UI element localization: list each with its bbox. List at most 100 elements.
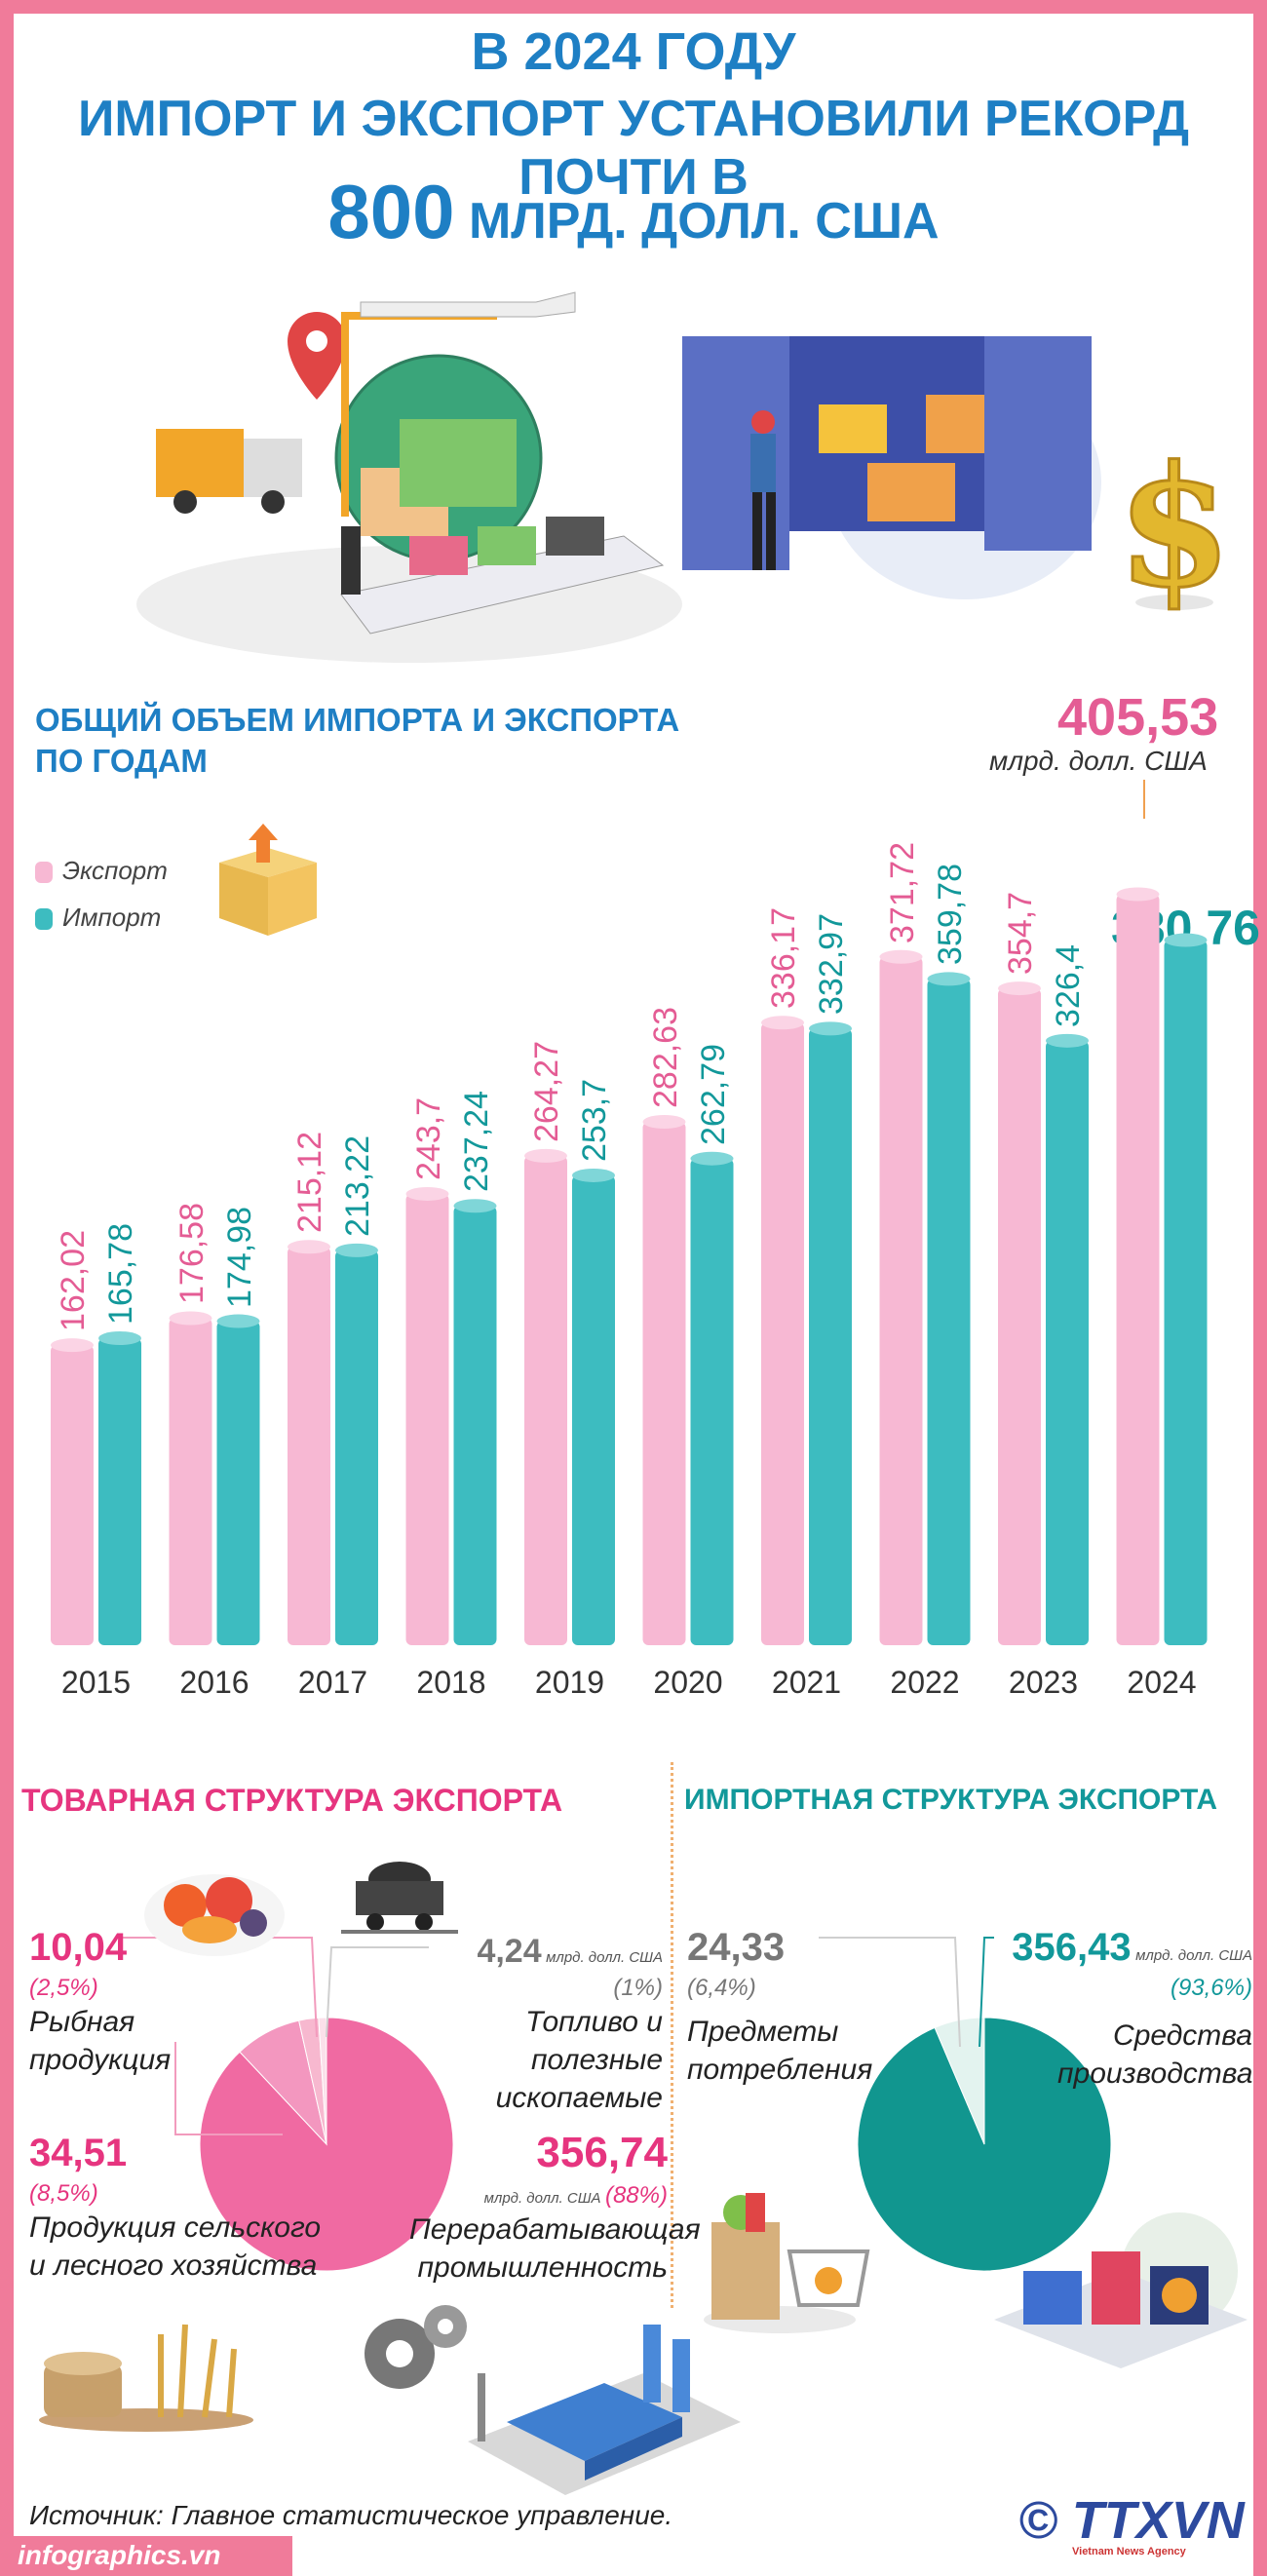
svg-text:$: $: [1121, 439, 1228, 614]
legend-import-swatch: [35, 908, 53, 931]
export-bar-cap-2017: [288, 1240, 330, 1254]
import-value-label-2015: 165,78: [102, 1223, 139, 1326]
chart-title-line1: ОБЩИЙ ОБЪЕМ ИМПОРТА И ЭКСПОРТА: [35, 702, 680, 738]
export-bar-2018: [405, 1193, 449, 1645]
import-bar-cap-2018: [453, 1199, 497, 1213]
export-fish-label: Рыбная продукция: [29, 2006, 172, 2077]
agency-logo: © TTXVN: [1018, 2491, 1245, 2550]
import-bar-2017: [335, 1250, 378, 1645]
export-fish-value: 10,04: [29, 1926, 128, 1969]
highlight-pointer: [1143, 780, 1145, 819]
highlight-export-value: 405,53: [1057, 688, 1219, 747]
import-production-value: 356,43: [1012, 1926, 1132, 1969]
import-connectors: [819, 1937, 994, 2048]
export-manufacturing-value: 356,74: [536, 2129, 668, 2176]
export-fuel-value: 4,24: [477, 1933, 542, 1970]
year-label-2017: 2017: [297, 1665, 368, 1700]
import-bar-2016: [216, 1321, 260, 1645]
import-bar-cap-2022: [927, 972, 971, 986]
legend-export: Экспорт: [35, 856, 168, 886]
export-fish-pct: (2,5%): [29, 1975, 98, 2001]
import-bar-2018: [453, 1206, 497, 1645]
year-label-2022: 2022: [890, 1665, 960, 1700]
chart-title: ОБЩИЙ ОБЪЕМ ИМПОРТА И ЭКСПОРТА ПО ГОДАМ: [35, 700, 679, 782]
import-value-label-2019: 253,7: [576, 1078, 613, 1162]
import-bar-2024: [1164, 940, 1208, 1645]
import-value-label-2022: 359,78: [931, 864, 969, 966]
site-link[interactable]: infographics.vn: [18, 2540, 221, 2570]
import-value-label-2023: 326,4: [1050, 943, 1087, 1027]
export-value-label-2023: 354,7: [1002, 891, 1039, 976]
export-bar-2017: [288, 1247, 330, 1645]
export-bar-cap-2023: [998, 981, 1041, 996]
agency-name: Vietnam News Agency: [1072, 2546, 1186, 2557]
export-agri-pct: (8,5%): [29, 2180, 98, 2207]
export-bar-cap-2022: [879, 949, 923, 964]
machinery-icon: [994, 2212, 1248, 2368]
import-bar-cap-2017: [335, 1243, 378, 1257]
factory-icon: [468, 2325, 741, 2495]
import-value-label-2017: 213,22: [339, 1134, 376, 1237]
export-fish: 10,04 (2,5%) Рыбная продукция: [29, 1922, 224, 2079]
year-label-2023: 2023: [1008, 1665, 1079, 1700]
year-label-2015: 2015: [60, 1665, 132, 1700]
import-bar-cap-2015: [98, 1331, 141, 1346]
headline-line3: 800 МЛРД. ДОЛЛ. США: [0, 168, 1267, 256]
import-value-label-2020: 262,79: [694, 1043, 732, 1145]
year-label-2016: 2016: [179, 1665, 250, 1700]
export-bar-2023: [998, 988, 1041, 1645]
export-fuel: 4,24 млрд. долл. США (1%) Топливо и поле…: [429, 1930, 663, 2117]
export-bar-cap-2015: [51, 1338, 94, 1353]
export-agri: 34,51 (8,5%) Продукция сельского и лесно…: [29, 2128, 322, 2285]
import-bar-2022: [927, 979, 971, 1645]
logistics-illustration: [136, 291, 682, 663]
export-pie-chart: [199, 2017, 454, 2272]
export-value-label-2016: 176,58: [173, 1203, 211, 1305]
headline-number: 800: [327, 169, 455, 254]
headline-unit: МЛРД. ДОЛЛ. США: [454, 193, 940, 250]
dollar-icon: $: [1121, 439, 1228, 614]
agriculture-icon: [39, 2324, 253, 2432]
import-value-label-2021: 332,97: [813, 913, 850, 1016]
import-pie-chart: [857, 2017, 1112, 2272]
import-bar-cap-2020: [690, 1151, 734, 1166]
export-bar-cap-2024: [1116, 887, 1160, 902]
import-value-label-2018: 237,24: [457, 1091, 495, 1193]
export-value-label-2017: 215,12: [291, 1132, 328, 1234]
gears-icon: [365, 2305, 467, 2389]
import-value-label-2016: 174,98: [220, 1206, 258, 1308]
export-bar-cap-2019: [524, 1148, 567, 1163]
warehouse-workers-illustration: [682, 336, 1101, 599]
chart-title-line2: ПО ГОДАМ: [35, 743, 208, 779]
year-label-2019: 2019: [534, 1665, 605, 1700]
import-consumer: 24,33 (6,4%) Предметы потребления: [687, 1922, 882, 2089]
export-value-label-2020: 282,63: [646, 1007, 684, 1108]
import-bar-2015: [98, 1338, 141, 1645]
year-label-2021: 2021: [771, 1665, 842, 1700]
import-bar-cap-2023: [1046, 1033, 1089, 1048]
box-icon: [219, 824, 317, 936]
import-bar-cap-2021: [809, 1021, 852, 1036]
export-fuel-label: Топливо и полезные ископаемые: [495, 2006, 663, 2115]
legend-export-swatch: [35, 862, 53, 884]
import-bar-cap-2019: [572, 1168, 615, 1182]
headline-line2: ИМПОРТ И ЭКСПОРТ УСТАНОВИЛИ РЕКОРД ПОЧТИ…: [77, 91, 1190, 206]
export-fuel-pct: (1%): [613, 1975, 663, 2002]
export-bar-2022: [879, 956, 923, 1645]
bar-chart-svg: [51, 887, 1208, 1645]
export-bar-2020: [642, 1122, 686, 1645]
year-label-2018: 2018: [416, 1665, 486, 1700]
import-production-pct: (93,6%): [1170, 1975, 1252, 2001]
import-consumer-value: 24,33: [687, 1926, 786, 1969]
export-bar-2016: [169, 1318, 212, 1645]
import-production: 356,43 млрд. долл. США (93,6%) Средства …: [994, 1922, 1252, 2093]
import-structure-title: ИМПОРТНАЯ СТРУКТУРА ЭКСПОРТА: [684, 1784, 1218, 1816]
import-bar-cap-2024: [1164, 933, 1208, 947]
export-manufacturing-unit: млрд. долл. США: [483, 2190, 601, 2208]
import-bar-cap-2016: [216, 1314, 260, 1328]
import-bar-2023: [1046, 1040, 1089, 1645]
export-bar-2021: [761, 1022, 804, 1645]
legend-import: Импорт: [35, 903, 161, 933]
import-production-label: Средства производства: [1057, 2019, 1253, 2091]
